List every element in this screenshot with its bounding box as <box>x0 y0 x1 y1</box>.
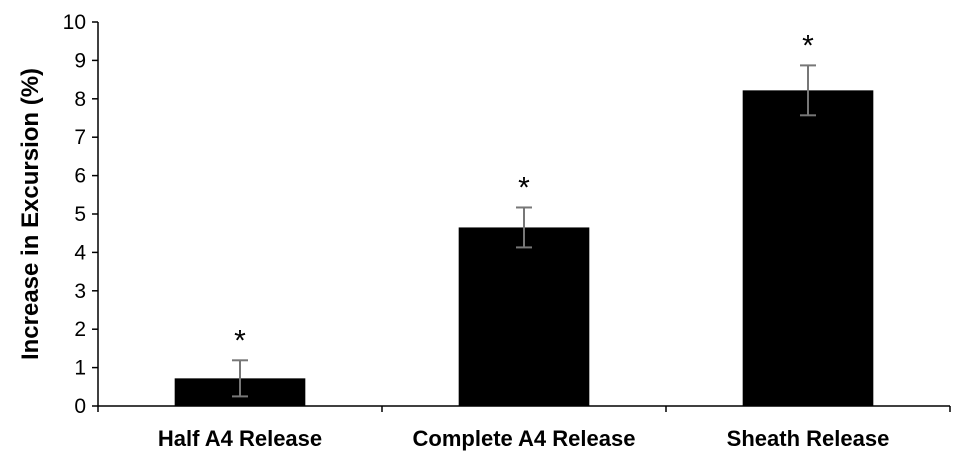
y-ticks: 0 1 2 3 4 5 6 7 8 9 10 <box>63 11 98 418</box>
significance-marks: * * * <box>234 29 814 357</box>
bar <box>458 227 590 406</box>
significance-star: * <box>234 324 246 357</box>
y-tick-label: 4 <box>74 241 86 264</box>
y-tick-label: 3 <box>74 280 86 303</box>
y-tick-label: 2 <box>74 318 86 341</box>
y-tick-label: 6 <box>74 165 86 188</box>
bars <box>174 90 874 407</box>
x-ticks <box>97 406 951 412</box>
category-label: Half A4 Release <box>158 426 322 451</box>
y-tick-label: 0 <box>74 395 86 418</box>
y-tick-label: 9 <box>74 49 86 72</box>
y-tick-label: 5 <box>74 203 86 226</box>
significance-star: * <box>802 29 814 62</box>
y-tick-label: 10 <box>63 11 86 34</box>
y-tick-label: 1 <box>74 357 86 380</box>
error-bars <box>232 64 816 398</box>
category-label: Sheath Release <box>727 426 890 451</box>
y-axis-title: Increase in Excursion (%) <box>17 68 44 360</box>
y-tick-label: 7 <box>74 126 86 149</box>
significance-star: * <box>518 171 530 204</box>
y-tick-label: 8 <box>74 88 86 111</box>
category-label: Complete A4 Release <box>413 426 636 451</box>
category-labels: Half A4 Release Complete A4 Release Sheath… <box>158 426 889 451</box>
bar <box>742 90 874 407</box>
